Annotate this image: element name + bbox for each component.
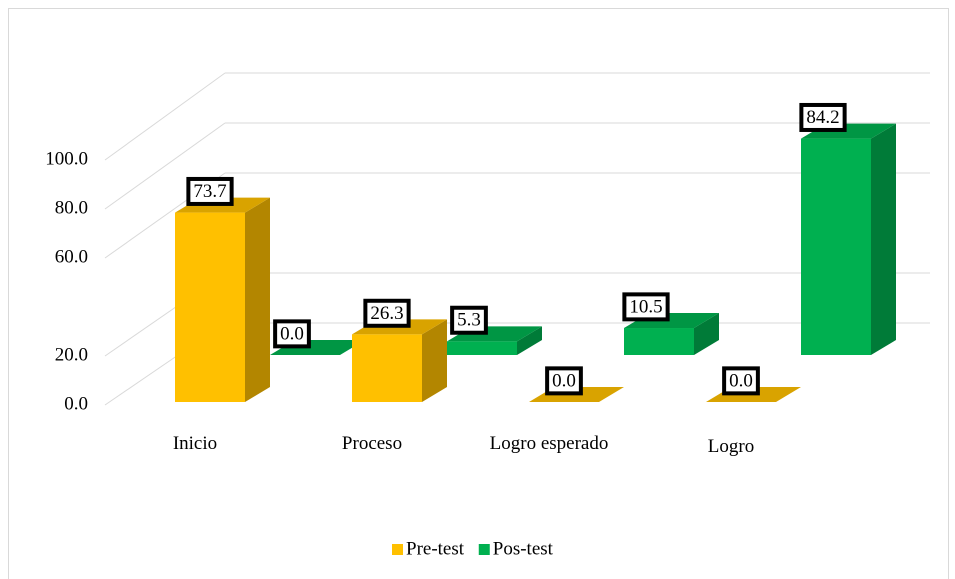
bar-side bbox=[245, 197, 270, 402]
y-tick-label: 80.0 bbox=[55, 197, 88, 218]
bar-side bbox=[517, 326, 542, 355]
x-tick-label: Logro destacado bbox=[707, 436, 755, 457]
y-tick-label: 0.0 bbox=[64, 393, 88, 414]
data-label: 0.0 bbox=[729, 370, 753, 391]
bar-front bbox=[447, 341, 517, 355]
legend-label: Pre-test bbox=[406, 538, 465, 559]
x-tick-label: Inicio bbox=[172, 433, 218, 454]
bar bbox=[175, 197, 270, 402]
data-label-box bbox=[186, 176, 234, 206]
data-label-box bbox=[450, 305, 488, 335]
grid-line bbox=[104, 72, 226, 161]
x-tick-label: Proceso bbox=[341, 433, 403, 454]
data-label: 84.2 bbox=[806, 107, 839, 128]
data-label: 73.7 bbox=[193, 181, 226, 202]
legend-swatch bbox=[392, 544, 403, 555]
data-label: 0.0 bbox=[280, 323, 304, 344]
data-label-box bbox=[799, 102, 847, 132]
y-tick-label: 100.0 bbox=[45, 148, 88, 169]
data-label: 10.5 bbox=[629, 296, 662, 317]
data-label-box bbox=[363, 298, 411, 328]
data-label-box bbox=[545, 366, 583, 396]
frame bbox=[8, 8, 949, 579]
bar bbox=[352, 319, 447, 402]
bar-front bbox=[352, 334, 422, 402]
x-tick-label: Logro esperado bbox=[489, 433, 609, 454]
bar bbox=[801, 123, 896, 355]
legend-label: Pos-test bbox=[493, 538, 554, 559]
bar-side bbox=[694, 313, 719, 355]
bar-side bbox=[422, 319, 447, 402]
data-label: 26.3 bbox=[370, 303, 403, 324]
data-label-box bbox=[722, 366, 760, 396]
grid-line bbox=[104, 122, 226, 210]
data-label: 0.0 bbox=[552, 370, 576, 391]
bar-front bbox=[624, 328, 694, 355]
data-label-box bbox=[622, 292, 670, 322]
bar-front bbox=[801, 138, 871, 355]
y-tick-label: 60.0 bbox=[55, 246, 88, 267]
bar-side bbox=[871, 123, 896, 355]
bar-front bbox=[175, 212, 245, 402]
legend-swatch bbox=[478, 544, 490, 555]
data-label-box bbox=[273, 319, 311, 349]
data-label: 5.3 bbox=[457, 310, 481, 331]
y-tick-label: 20.0 bbox=[55, 344, 88, 365]
